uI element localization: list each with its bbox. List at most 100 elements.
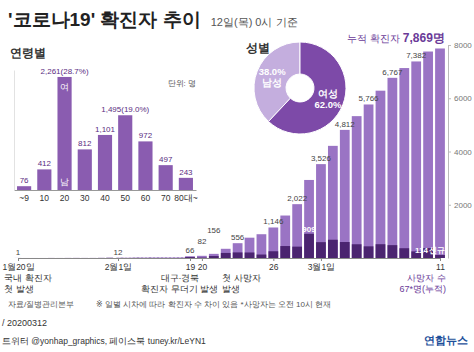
new-case-bar bbox=[399, 248, 409, 258]
annotation: 사망자 수 bbox=[407, 273, 446, 283]
new-case-bar bbox=[180, 257, 183, 258]
cumulative-bar bbox=[233, 243, 243, 258]
annotation: 첫 발생 bbox=[4, 284, 34, 294]
x-tick: 3월1일 bbox=[308, 258, 335, 272]
pie-label: 38.0% bbox=[259, 66, 286, 77]
new-case-bar bbox=[280, 246, 290, 258]
data-label: 556 bbox=[231, 233, 245, 242]
data-label: 1,101 bbox=[95, 125, 116, 134]
new-case-bar bbox=[98, 257, 105, 258]
annotation: 발생 bbox=[222, 284, 240, 294]
new-case-bar bbox=[352, 244, 362, 258]
subtitle: 12일(목) 0시 기준 bbox=[211, 16, 298, 28]
annotation: 대구·경북 bbox=[161, 273, 200, 283]
data-label-value: 7,869명 bbox=[403, 31, 445, 45]
cumulative-bar bbox=[257, 234, 267, 258]
age-tick: 60 bbox=[141, 190, 151, 203]
new-case-bar bbox=[136, 257, 139, 258]
new-case-bar bbox=[15, 257, 22, 258]
title: '코로나19' 확진자 추이 bbox=[8, 9, 201, 30]
age-tick-label: ~9 bbox=[19, 193, 29, 203]
data-label: 156 bbox=[207, 226, 221, 235]
new-case-bar bbox=[116, 257, 119, 258]
cumulative-bar bbox=[31, 257, 38, 258]
new-case-bar bbox=[81, 258, 88, 259]
data-label: 7,382 bbox=[406, 51, 427, 60]
cumulative-bar bbox=[156, 257, 159, 258]
pie: 38.0%남성여성62.0% bbox=[254, 42, 346, 134]
age-tick: 70 bbox=[161, 190, 171, 203]
data-label: 243 bbox=[179, 168, 193, 177]
cumulative-bar bbox=[164, 257, 167, 258]
new-case-bar bbox=[168, 258, 171, 259]
axis-line bbox=[19, 258, 441, 259]
data-label: 5,766 bbox=[359, 94, 380, 103]
new-case-bar bbox=[152, 258, 155, 259]
cumulative-bar bbox=[168, 257, 171, 258]
cumulative-bar bbox=[185, 256, 195, 258]
new-case-bar bbox=[304, 234, 314, 258]
annotation: 첫 사망자 bbox=[222, 273, 261, 283]
age-tick: 10 bbox=[40, 190, 50, 203]
y-tick-label: 6000 bbox=[454, 94, 472, 103]
note: ※ 일별 시차에 따라 확진자 수 차이 있음 *사망자는 오전 10시 현재 bbox=[96, 300, 331, 309]
annotations: 국내 확진자첫 발생대구·경북확진자 무더기 발생첫 사망자발생사망자 수67*… bbox=[4, 273, 446, 294]
age-tick-label: 60 bbox=[141, 193, 151, 203]
data-label: 3,526 bbox=[311, 154, 332, 163]
cumulative-bar bbox=[81, 257, 88, 258]
pie-label: 남성 bbox=[262, 77, 282, 88]
series-name: 누적 확진자 bbox=[347, 33, 400, 44]
age-tick-label: 30 bbox=[80, 193, 90, 203]
cumulative-bar bbox=[140, 257, 143, 258]
bar-annotation: 여 bbox=[60, 82, 69, 92]
annotation: 67*명(누적) bbox=[399, 284, 446, 294]
age-bar bbox=[78, 149, 92, 190]
cumulative-bar bbox=[106, 257, 113, 258]
new-case-bar bbox=[268, 251, 278, 258]
bar-annotation: 남 bbox=[60, 177, 69, 187]
cumulative-bar bbox=[152, 257, 155, 258]
cumulative-bar bbox=[116, 257, 119, 258]
cumulative-bar bbox=[399, 68, 409, 258]
x-axis: 1월20일2월1일1920263월1일11 bbox=[2, 258, 445, 272]
data-labels: 11266821565561,1462,0223,5264,8125,7666,… bbox=[16, 31, 445, 256]
cumulative-bar bbox=[120, 257, 123, 258]
tick-mark bbox=[448, 152, 451, 153]
age-bar bbox=[159, 165, 173, 190]
new-case-bar bbox=[435, 255, 445, 258]
x-tick-label: 2월1일 bbox=[105, 262, 132, 272]
new-case-bar bbox=[185, 257, 195, 258]
new-case-bar bbox=[120, 257, 123, 258]
new-case-bar bbox=[124, 258, 127, 259]
data-label: 6,767 bbox=[382, 68, 403, 77]
cumulative-bar bbox=[160, 257, 163, 258]
new-case-bar bbox=[132, 257, 135, 258]
age-data-labels: 764122,261(28.7%)8121,1011,495(19.0%)972… bbox=[20, 67, 193, 185]
new-case-bar bbox=[209, 256, 219, 258]
x-tick: 19 bbox=[186, 258, 196, 272]
y-tick: 2000 bbox=[448, 201, 472, 210]
new-case-bar bbox=[376, 244, 386, 258]
data-label: 76 bbox=[20, 176, 29, 185]
cumulative-bar bbox=[388, 78, 398, 258]
cumulative-bar bbox=[176, 257, 179, 258]
x-tick: 20 bbox=[198, 258, 208, 272]
data-label: 497 bbox=[159, 155, 173, 164]
cumulative-bar bbox=[197, 256, 207, 258]
cumulative-bar bbox=[65, 257, 72, 258]
new-case-bar bbox=[257, 255, 267, 258]
y-tick: 6000 bbox=[448, 94, 472, 103]
new-case-bar bbox=[221, 253, 231, 258]
data-label: 1,495(19.0%) bbox=[101, 105, 149, 114]
cumulative-bar bbox=[56, 257, 63, 258]
new-case-bar bbox=[364, 246, 374, 258]
new-case-bar bbox=[48, 257, 55, 258]
new-case-bar bbox=[106, 257, 113, 258]
annotation: 국내 확진자 bbox=[4, 273, 52, 283]
new-case-bar bbox=[56, 258, 63, 259]
tick-mark bbox=[190, 258, 191, 261]
new-case-bar bbox=[172, 258, 175, 259]
age-bar bbox=[118, 115, 132, 190]
new-case-bar bbox=[233, 252, 243, 258]
credit: 트위터 @yonhap_graphics, 페이스북 tuney.kr/LeYN… bbox=[2, 336, 206, 346]
